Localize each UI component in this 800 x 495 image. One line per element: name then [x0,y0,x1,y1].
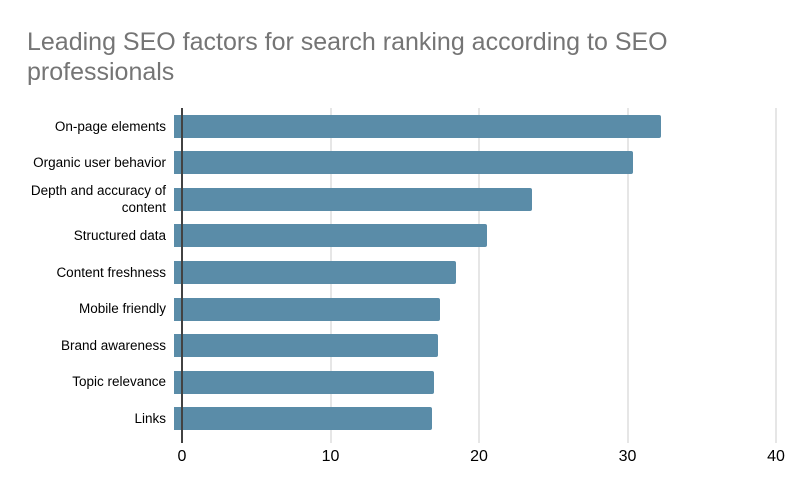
bar-area [174,181,768,218]
bar [174,334,439,358]
x-tick-label: 20 [470,448,488,465]
x-tick-label: 30 [618,448,637,465]
bar [174,187,532,211]
category-label: On-page elements [54,118,166,134]
bar [174,261,457,285]
bar-area [174,108,768,145]
bar-row: Organic user behavior [0,145,776,182]
x-tick-label: 40 [767,448,785,465]
bar-row: Links [0,401,776,438]
chart-title-line-1: Leading SEO factors for search ranking a… [27,28,668,56]
bar-area [174,145,768,182]
bar [174,224,488,248]
category-label: Topic relevance [72,374,166,390]
bar-area [174,401,768,438]
bar-rows-container: On-page elements Organic user behavior Dep… [0,108,776,437]
category-label: Content freshness [56,264,166,280]
category-label: Brand awareness [60,337,166,353]
bar-row: Mobile friendly [0,291,776,328]
bar [174,114,662,138]
bar-row: Content freshness [0,254,776,291]
bar-area [174,364,768,401]
bar [174,151,633,175]
bar-area [174,254,768,291]
category-label: Links [134,411,166,426]
bar-row: On-page elements [0,108,776,145]
x-axis-tick-labels: 0 10 20 30 40 [178,448,785,468]
bar [174,407,433,431]
gridline-x-20 [478,108,480,443]
bar-area [174,327,768,364]
category-label: Mobile friendly [78,301,166,317]
bar-area [174,291,768,328]
chart-title-line-2: professionals [27,58,175,86]
category-label: Depth and accuracy of content [30,182,166,216]
x-tick-label: 10 [321,448,340,465]
gridline-x-40 [775,108,777,443]
bar-row: Depth and accuracy of content [0,181,776,218]
y-axis-line [181,108,183,443]
x-tick-label: 0 [177,448,187,465]
category-label: Structured data [73,228,166,244]
category-label: Organic user behavior [33,155,166,171]
chart-title: Leading SEO factors for search ranking a… [27,27,668,87]
gridline-x-30 [627,108,628,443]
bar-row: Brand awareness [0,327,776,364]
bar [174,297,440,321]
bar-row: Structured data [0,218,776,255]
bar-area [174,218,768,255]
bar [174,370,434,394]
bar-row: Topic relevance [0,364,776,401]
